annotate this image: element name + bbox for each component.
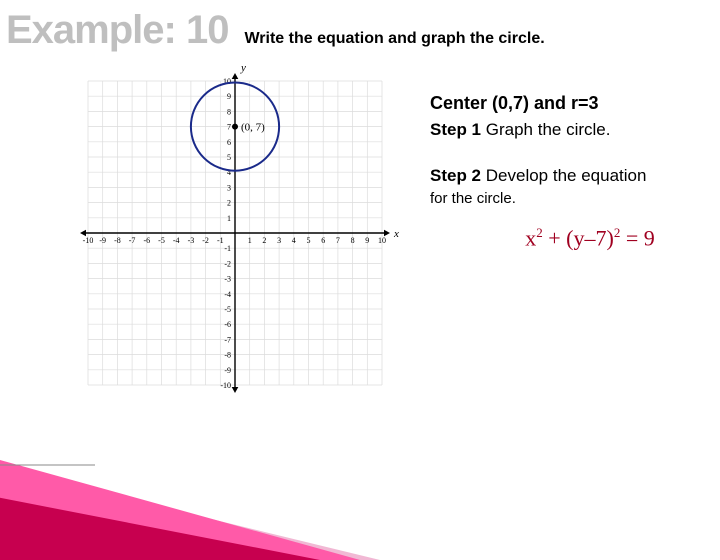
- svg-text:-2: -2: [224, 259, 231, 268]
- svg-text:-1: -1: [217, 236, 224, 245]
- svg-text:-2: -2: [202, 236, 209, 245]
- svg-text:-8: -8: [114, 236, 121, 245]
- svg-text:x: x: [393, 228, 399, 240]
- step-2-label: Step 2: [430, 166, 481, 185]
- svg-text:-10: -10: [220, 381, 231, 390]
- svg-text:10: 10: [378, 236, 386, 245]
- svg-text:3: 3: [277, 236, 281, 245]
- page-subtitle: Write the equation and graph the circle.: [244, 30, 544, 48]
- svg-text:2: 2: [262, 236, 266, 245]
- svg-text:8: 8: [227, 107, 231, 116]
- page-title: Example: 10: [6, 8, 228, 53]
- svg-text:-5: -5: [224, 305, 231, 314]
- svg-text:(0, 7): (0, 7): [241, 122, 265, 134]
- svg-text:-10: -10: [83, 236, 94, 245]
- svg-text:6: 6: [227, 138, 231, 147]
- svg-text:7: 7: [227, 123, 231, 132]
- decorative-triangle: [0, 400, 400, 560]
- svg-text:-6: -6: [143, 236, 150, 245]
- svg-text:8: 8: [351, 236, 355, 245]
- svg-text:9: 9: [365, 236, 369, 245]
- center-radius-text: Center (0,7) and r=3: [430, 93, 720, 114]
- step-1-text: Graph the circle.: [481, 120, 610, 139]
- svg-text:-8: -8: [224, 351, 231, 360]
- svg-text:-4: -4: [173, 236, 180, 245]
- svg-text:-7: -7: [129, 236, 136, 245]
- svg-text:-5: -5: [158, 236, 165, 245]
- svg-text:1: 1: [227, 214, 231, 223]
- svg-text:-9: -9: [99, 236, 106, 245]
- svg-text:3: 3: [227, 183, 231, 192]
- step-2-text: Develop the equation: [481, 166, 646, 185]
- step-1: Step 1 Graph the circle.: [430, 120, 720, 140]
- svg-text:5: 5: [227, 153, 231, 162]
- svg-text:-6: -6: [224, 320, 231, 329]
- step-2: Step 2 Develop the equation: [430, 166, 720, 186]
- svg-text:7: 7: [336, 236, 340, 245]
- step-2-note: for the circle.: [430, 190, 720, 207]
- step-1-label: Step 1: [430, 120, 481, 139]
- svg-text:5: 5: [307, 236, 311, 245]
- equation: x2 + (y–7)2 = 9: [430, 225, 720, 251]
- svg-text:-3: -3: [224, 275, 231, 284]
- svg-text:1: 1: [248, 236, 252, 245]
- svg-text:-7: -7: [224, 335, 231, 344]
- svg-text:-1: -1: [224, 244, 231, 253]
- svg-text:9: 9: [227, 92, 231, 101]
- svg-text:4: 4: [292, 236, 296, 245]
- svg-text:-9: -9: [224, 366, 231, 375]
- svg-text:y: y: [240, 63, 246, 74]
- svg-text:-4: -4: [224, 290, 231, 299]
- text-panel: Center (0,7) and r=3 Step 1 Graph the ci…: [430, 63, 720, 403]
- svg-text:2: 2: [227, 199, 231, 208]
- svg-text:-3: -3: [188, 236, 195, 245]
- svg-text:6: 6: [321, 236, 325, 245]
- coordinate-graph: -10-9-8-7-6-5-4-3-2-112345678910-10-9-8-…: [70, 63, 400, 403]
